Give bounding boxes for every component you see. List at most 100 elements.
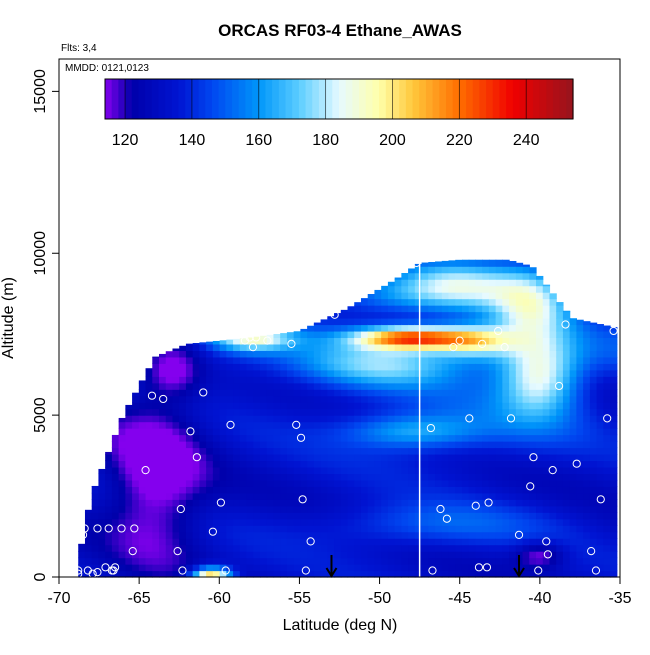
heatmap-cell xyxy=(199,570,207,578)
heatmap-cell xyxy=(441,376,450,384)
heatmap-cell xyxy=(387,434,396,442)
heatmap-cell xyxy=(455,415,463,423)
heatmap-cell xyxy=(596,551,604,559)
heatmap-cell xyxy=(435,460,443,468)
heatmap-cell xyxy=(105,551,113,559)
heatmap-cell xyxy=(212,486,221,494)
heatmap-cell xyxy=(226,518,234,526)
heatmap-cell xyxy=(179,428,187,436)
heatmap-cell xyxy=(522,551,530,559)
x-tick-label: -55 xyxy=(288,590,311,607)
heatmap-cell xyxy=(152,356,160,364)
heatmap-cell xyxy=(435,285,443,293)
heatmap-cell xyxy=(280,408,288,416)
heatmap-cell xyxy=(280,570,288,578)
heatmap-cell xyxy=(145,492,153,500)
heatmap-cell xyxy=(138,389,147,397)
heatmap-cell xyxy=(495,395,503,403)
heatmap-cell xyxy=(475,564,483,572)
heatmap-cell xyxy=(307,350,315,358)
heatmap-cell xyxy=(273,557,281,565)
heatmap-cell xyxy=(84,512,93,520)
heatmap-cell xyxy=(475,382,483,390)
heatmap-cell xyxy=(549,564,557,572)
heatmap-cell xyxy=(381,557,389,565)
heatmap-cell xyxy=(179,453,187,462)
heatmap-cell xyxy=(387,428,396,436)
heatmap-cell xyxy=(589,460,598,468)
heatmap-cell xyxy=(448,311,456,319)
heatmap-cell xyxy=(387,544,396,552)
heatmap-cell xyxy=(84,557,93,565)
heatmap-cell xyxy=(125,544,133,552)
heatmap-cell xyxy=(199,486,207,494)
heatmap-cell xyxy=(549,363,557,371)
heatmap-cell xyxy=(360,318,369,326)
heatmap-cell xyxy=(212,453,221,462)
heatmap-cell xyxy=(313,324,322,332)
heatmap-cell xyxy=(233,512,241,520)
heatmap-cell xyxy=(91,518,100,526)
heatmap-cell xyxy=(327,318,335,326)
heatmap-cell xyxy=(206,544,214,552)
heatmap-cell xyxy=(260,570,268,578)
heatmap-cell xyxy=(260,415,268,423)
heatmap-cell xyxy=(515,369,524,377)
heatmap-cell xyxy=(556,466,564,474)
heatmap-cell xyxy=(179,538,187,546)
heatmap-cell xyxy=(260,369,268,377)
heatmap-cell xyxy=(569,512,577,520)
heatmap-cell xyxy=(313,557,322,565)
colorbar-swatch xyxy=(425,79,434,119)
heatmap-cell xyxy=(320,319,328,326)
heatmap-cell xyxy=(394,447,402,455)
heatmap-cell xyxy=(495,259,503,267)
heatmap-cell xyxy=(435,531,443,539)
heatmap-cell xyxy=(502,389,510,397)
heatmap-cell xyxy=(589,382,598,390)
heatmap-cell xyxy=(435,518,443,526)
heatmap-cell xyxy=(596,382,604,390)
heatmap-cell xyxy=(401,343,409,351)
heatmap-cell xyxy=(132,499,140,507)
heatmap-cell xyxy=(286,499,295,507)
heatmap-cell xyxy=(421,421,429,429)
heatmap-cell xyxy=(536,311,544,319)
heatmap-cell xyxy=(408,408,416,416)
heatmap-cell xyxy=(381,544,389,552)
heatmap-cell xyxy=(482,389,490,397)
heatmap-cell xyxy=(313,337,322,345)
heatmap-cell xyxy=(138,505,147,513)
heatmap-cell xyxy=(172,518,180,526)
heatmap-cell xyxy=(334,428,342,436)
heatmap-cell xyxy=(401,479,409,487)
heatmap-cell xyxy=(307,408,315,416)
heatmap-cell xyxy=(576,330,584,339)
heatmap-cell xyxy=(340,402,349,410)
heatmap-cell xyxy=(354,512,362,520)
heatmap-cell xyxy=(185,434,194,442)
heatmap-cell xyxy=(226,441,234,449)
heatmap-cell xyxy=(562,460,571,468)
heatmap-cell xyxy=(603,479,611,487)
heatmap-cell xyxy=(509,318,517,326)
heatmap-cell xyxy=(448,337,456,345)
heatmap-cell xyxy=(138,380,147,384)
heatmap-cell xyxy=(98,492,106,500)
heatmap-cell xyxy=(347,382,355,390)
heatmap-cell xyxy=(159,428,167,436)
heatmap-cell xyxy=(414,441,423,449)
heatmap-cell xyxy=(98,538,106,546)
heatmap-cell xyxy=(105,531,113,539)
heatmap-cell xyxy=(233,434,241,442)
heatmap-cell xyxy=(239,395,248,403)
heatmap-cell xyxy=(401,402,409,410)
heatmap-cell xyxy=(536,505,544,513)
heatmap-cell xyxy=(576,369,584,377)
heatmap-cell xyxy=(273,447,281,455)
heatmap-cell xyxy=(199,564,207,572)
colorbar-swatch xyxy=(131,79,140,119)
heatmap-cell xyxy=(448,466,456,474)
heatmap-cell xyxy=(562,512,571,520)
heatmap-cell xyxy=(179,345,187,351)
